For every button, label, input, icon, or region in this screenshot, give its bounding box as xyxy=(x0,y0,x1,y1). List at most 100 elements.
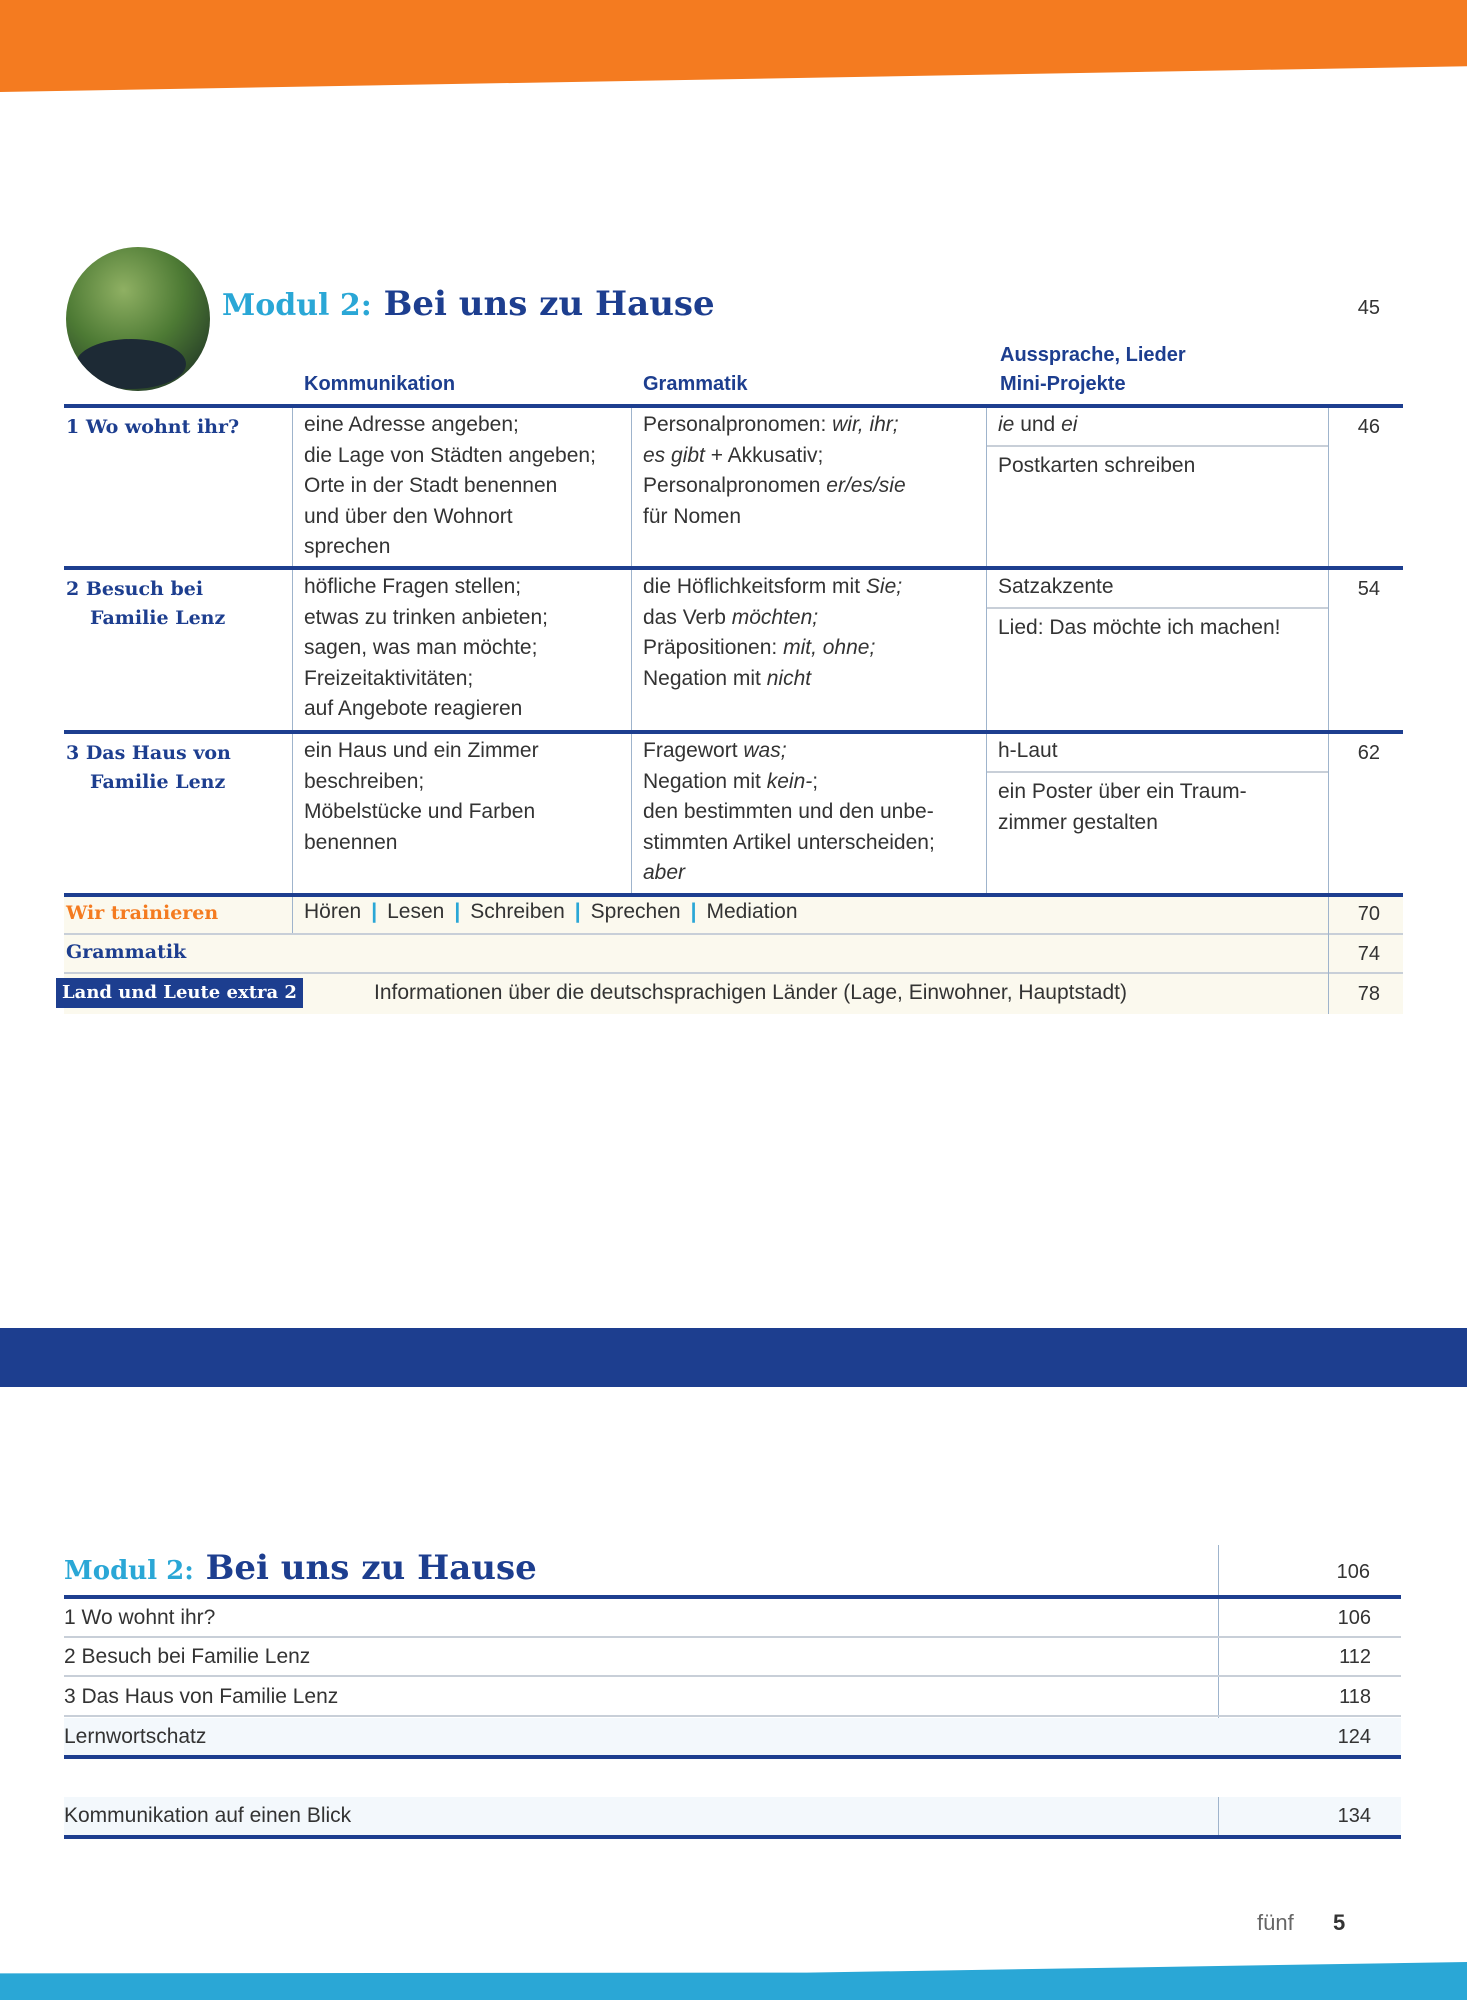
lesson-title[interactable]: 1 Wo wohnt ihr? xyxy=(66,413,239,442)
text-line: Möbelstücke und Farben xyxy=(304,797,539,828)
page-word: fünf xyxy=(1257,1910,1294,1935)
text-segment: die Lage von Städten angeben; xyxy=(304,443,596,467)
divider xyxy=(292,570,293,730)
separator: | xyxy=(690,900,697,923)
text-segment: Freizeitaktivitäten; xyxy=(304,666,474,690)
training-row xyxy=(64,897,1403,933)
text-segment: mit, ohne; xyxy=(783,636,876,660)
text-line: auf Angebote reagieren xyxy=(304,694,548,725)
divider xyxy=(64,1636,1401,1638)
contents-row[interactable]: 3 Das Haus von Familie Lenz 118 xyxy=(64,1678,1401,1716)
lesson-page: 62 xyxy=(1357,742,1380,764)
text-line: sagen, was man möchte; xyxy=(304,633,548,664)
text-segment: kein- xyxy=(766,769,813,793)
row-label: 3 Das Haus von Familie Lenz xyxy=(64,1685,339,1708)
divider xyxy=(64,1595,1401,1599)
bottom-module-title: Bei uns zu Hause xyxy=(205,1548,537,1588)
text-segment: h-Laut xyxy=(998,739,1058,762)
contents-row[interactable]: 2 Besuch bei Familie Lenz 112 xyxy=(64,1638,1401,1676)
text-line: ie und ei xyxy=(998,410,1077,441)
text-line: aber xyxy=(643,858,935,889)
text-segment: das Verb xyxy=(643,605,732,629)
text-line: Satzakzente xyxy=(998,572,1114,603)
training-skill[interactable]: Mediation xyxy=(706,900,798,923)
text-line: benennen xyxy=(304,828,539,859)
training-skills: Hören | Lesen | Schreiben | Sprechen | Mediation xyxy=(304,897,798,928)
module-title: Bei uns zu Hause xyxy=(383,284,715,324)
training-label: Wir trainieren xyxy=(66,902,219,924)
orange-top-band xyxy=(0,0,1467,92)
cyan-bottom-band xyxy=(0,1962,1467,2000)
text-segment: er/es/sie xyxy=(826,474,906,498)
row-page: 106 xyxy=(1337,1607,1371,1629)
module-label: Modul 2: xyxy=(222,288,372,323)
extra-page: 134 xyxy=(1337,1805,1371,1827)
separator: | xyxy=(574,900,581,923)
training-skill[interactable]: Lesen xyxy=(387,900,445,923)
text-line: sprechen xyxy=(304,532,596,563)
contents-row[interactable]: 1 Wo wohnt ihr? 106 xyxy=(64,1599,1401,1637)
text-line: es gibt + Akkusativ; xyxy=(643,441,906,472)
kommunikation-cell: ein Haus und ein Zimmer beschreiben; Möbel… xyxy=(304,736,539,858)
text-segment: Sie; xyxy=(865,575,903,598)
text-segment: Personalpronomen xyxy=(643,474,827,498)
training-skill[interactable]: Hören xyxy=(304,900,362,923)
divider xyxy=(64,1675,1401,1677)
divider xyxy=(64,933,1403,935)
lesson-title[interactable]: 3 Das Haus von Familie Lenz xyxy=(66,739,231,797)
text-line: ein Poster über ein Traum- xyxy=(998,777,1247,808)
lesson-title[interactable]: 2 Besuch bei Familie Lenz xyxy=(66,575,225,633)
divider xyxy=(292,897,293,933)
training-skill[interactable]: Schreiben xyxy=(470,900,565,923)
divider xyxy=(64,1835,1401,1839)
bottom-module-page: 106 xyxy=(1336,1561,1370,1583)
bottom-module-heading: Modul 2: Bei uns zu Hause xyxy=(64,1548,537,1588)
text-line: Personalpronomen er/es/sie xyxy=(643,471,906,502)
contents-row[interactable]: Lernwortschatz 124 xyxy=(64,1718,1401,1756)
divider xyxy=(64,893,1403,897)
kommunikation-cell: eine Adresse angeben; die Lage von Städte… xyxy=(304,410,596,563)
text-segment: Fragewort xyxy=(643,739,744,762)
module-page: 45 xyxy=(1357,297,1380,319)
divider xyxy=(987,607,1328,609)
lesson-title-line: 1 Wo wohnt ihr? xyxy=(66,416,240,438)
grammatik-cell: Personalpronomen: wir, ihr; es gibt + Akk… xyxy=(643,410,906,532)
grammatik-label: Grammatik xyxy=(66,941,187,963)
divider xyxy=(631,570,632,730)
divider xyxy=(1218,1797,1219,1837)
text-segment: benennen xyxy=(304,830,398,854)
text-segment: ein Haus und ein Zimmer xyxy=(304,739,539,762)
row-page: 124 xyxy=(1337,1726,1371,1748)
text-segment: aber xyxy=(643,861,686,885)
text-segment: Postkarten schreiben xyxy=(998,454,1196,477)
training-skill[interactable]: Sprechen xyxy=(590,900,681,923)
projekt-cell: Postkarten schreiben xyxy=(998,451,1195,482)
text-segment: nicht xyxy=(766,666,812,690)
text-line: das Verb möchten; xyxy=(643,603,902,634)
text-line: stimmten Artikel unterscheiden; xyxy=(643,828,935,859)
extra-row[interactable]: Kommunikation auf einen Blick 134 xyxy=(64,1797,1401,1835)
text-segment: möchten; xyxy=(731,605,819,629)
text-line: h-Laut xyxy=(998,736,1058,767)
kommunikation-cell: höfliche Fragen stellen; etwas zu trinken… xyxy=(304,572,548,725)
projekt-cell: Lied: Das möchte ich machen! xyxy=(998,613,1280,644)
text-segment: Personalpronomen: xyxy=(643,413,833,436)
text-segment: für Nomen xyxy=(643,504,742,528)
row-label: 1 Wo wohnt ihr? xyxy=(64,1606,216,1629)
divider xyxy=(292,408,293,566)
divider xyxy=(986,570,987,730)
text-segment: was; xyxy=(743,739,787,762)
text-segment: sagen, was man möchte; xyxy=(304,636,538,660)
grammatik-cell: die Höflichkeitsform mit Sie; das Verb mö… xyxy=(643,572,902,694)
text-line: Fragewort was; xyxy=(643,736,935,767)
text-segment: und über den Wohnort xyxy=(304,504,513,528)
header-aussprache: Aussprache, Lieder xyxy=(1000,344,1186,366)
text-segment: ei xyxy=(1061,413,1078,436)
text-segment: Satzakzente xyxy=(998,575,1114,598)
text-segment: beschreiben; xyxy=(304,769,425,793)
divider xyxy=(631,734,632,893)
lesson-title-line: 3 Das Haus von xyxy=(66,742,231,764)
text-line: und über den Wohnort xyxy=(304,502,596,533)
text-line: eine Adresse angeben; xyxy=(304,410,596,441)
text-line: ein Haus und ein Zimmer xyxy=(304,736,539,767)
